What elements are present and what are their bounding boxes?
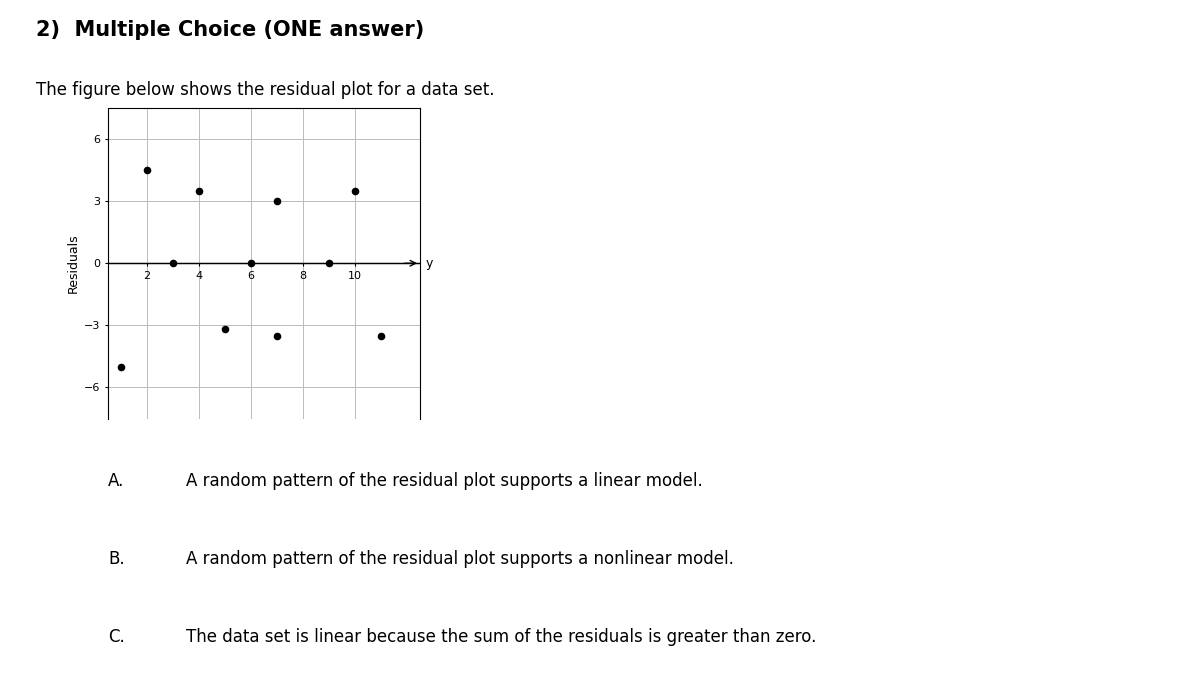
Y-axis label: Residuals: Residuals — [67, 234, 80, 293]
Text: A random pattern of the residual plot supports a nonlinear model.: A random pattern of the residual plot su… — [186, 550, 734, 568]
Text: The data set is linear because the sum of the residuals is greater than zero.: The data set is linear because the sum o… — [186, 628, 816, 646]
Point — [268, 330, 287, 341]
Point — [163, 258, 182, 269]
Text: 2)  Multiple Choice (ONE answer): 2) Multiple Choice (ONE answer) — [36, 20, 425, 40]
Point — [268, 196, 287, 207]
Text: The figure below shows the residual plot for a data set.: The figure below shows the residual plot… — [36, 81, 494, 99]
Point — [346, 186, 365, 196]
Text: B.: B. — [108, 550, 125, 568]
Point — [372, 330, 391, 341]
Text: A.: A. — [108, 472, 125, 491]
Text: C.: C. — [108, 628, 125, 646]
Point — [319, 258, 338, 269]
Point — [138, 165, 156, 176]
Point — [112, 361, 131, 372]
Point — [241, 258, 260, 269]
Text: A random pattern of the residual plot supports a linear model.: A random pattern of the residual plot su… — [186, 472, 703, 491]
Text: y: y — [425, 256, 432, 270]
Point — [216, 324, 235, 335]
Point — [190, 186, 209, 196]
